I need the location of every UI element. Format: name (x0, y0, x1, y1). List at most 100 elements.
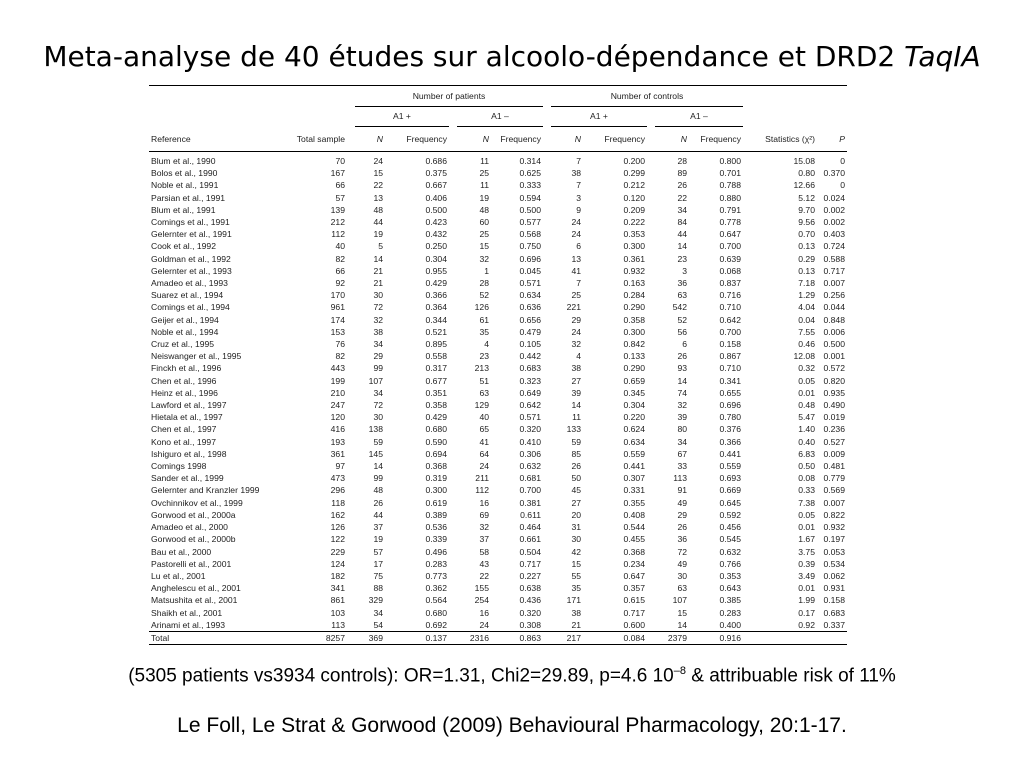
cell-patients-a1-plus-frequency: 0.364 (425, 302, 447, 313)
cell-controls-a1-minus-frequency: 0.642 (719, 314, 741, 325)
cell-controls-a1-minus-frequency: 0.696 (719, 400, 741, 411)
cell-statistics: 1.99 (798, 595, 815, 606)
cell-patients-a1-plus-frequency: 0.496 (425, 546, 447, 557)
cell-statistics: 5.47 (798, 412, 815, 423)
cell-patients-a1-minus-n: 11 (480, 180, 489, 191)
cell-patients-a1-plus-frequency: 0.300 (425, 485, 447, 496)
cell-patients-a1-minus-n: 69 (479, 509, 489, 520)
cell-total-sample: 118 (331, 497, 345, 508)
cell-total-sample: 961 (330, 302, 345, 313)
cell-controls-a1-minus-frequency: 0.880 (719, 192, 741, 203)
cell-controls-a1-plus-frequency: 0.307 (623, 473, 645, 484)
cell-controls-a1-minus-n: 15 (677, 607, 687, 618)
cell-controls-a1-minus-frequency: 0.867 (719, 351, 741, 362)
cell-controls-a1-plus-n: 25 (571, 290, 581, 301)
cell-statistics: 0.01 (798, 522, 815, 533)
cell-patients-a1-plus-n: 15 (373, 168, 383, 179)
table-row: Kono et al., 1997 193 59 0.590 41 0.410 59 0.63… (149, 436, 847, 448)
cell-patients-a1-plus-n: 107 (368, 375, 383, 386)
cell-controls-a1-plus-frequency: 0.441 (623, 461, 645, 472)
cell-patients-a1-minus-frequency: 0.227 (519, 570, 541, 581)
cell-controls-a1-minus-frequency: 0.366 (719, 436, 741, 447)
cell-patients-a1-minus-frequency: 0.656 (519, 314, 541, 325)
cell-p-value: 0.848 (823, 314, 845, 325)
cell-controls-a1-plus-frequency: 0.600 (623, 619, 645, 630)
cell-controls-a1-minus-frequency: 0.645 (719, 497, 741, 508)
cell-patients-a1-minus-frequency: 0.717 (519, 558, 541, 569)
cell-patients-a1-minus-frequency: 0.625 (519, 168, 541, 179)
table-row: Shaikh et al., 2001 103 34 0.680 16 0.320 38 0.… (149, 607, 847, 619)
cell-controls-a1-minus-n: 80 (677, 424, 687, 435)
col-reference: Reference (149, 126, 277, 152)
cell-patients-a1-minus-n: 1 (484, 265, 489, 276)
cell-patients-a1-minus-frequency: 0.314 (519, 156, 541, 166)
cell-p-value: 0.527 (823, 436, 845, 447)
cell-statistics: 0.33 (798, 485, 815, 496)
cell-p-value: 0.481 (823, 461, 845, 472)
cell-controls-a1-minus-frequency: 0.643 (719, 583, 741, 594)
cell-patients-a1-minus-frequency: 0.636 (519, 302, 541, 313)
cell-statistics: 0.17 (798, 607, 815, 618)
cell-controls-a1-plus-n: 26 (571, 461, 581, 472)
cell-controls-a1-plus-n: 27 (571, 497, 581, 508)
cell-controls-a1-plus-n: 133 (566, 424, 581, 435)
cell-statistics: 9.56 (798, 217, 815, 228)
cell-patients-a1-minus-n: 2316 (457, 630, 491, 646)
col-controls-a1-plus-n: N (551, 126, 583, 152)
cell-p-value: 0.370 (823, 168, 845, 179)
cell-patients-a1-plus-frequency: 0.429 (425, 412, 447, 423)
cell-patients-a1-plus-frequency: 0.304 (425, 253, 447, 264)
table-row: Chen et al., 1997 416 138 0.680 65 0.320 133 0.… (149, 423, 847, 435)
cell-patients-a1-plus-n: 44 (373, 509, 383, 520)
cell-controls-a1-minus-n: 74 (677, 387, 687, 398)
cell-statistics: 0.04 (798, 314, 815, 325)
cell-total-sample: 153 (330, 326, 345, 337)
cell-p-value: 0.019 (823, 412, 845, 423)
table-row: Cook et al., 1992 40 5 0.250 15 0.750 6 0.300 14… (149, 240, 847, 252)
table-row: Chen et al., 1996 199 107 0.677 51 0.323 27 0.6… (149, 375, 847, 387)
cell-controls-a1-minus-frequency: 0.700 (719, 241, 741, 252)
cell-reference: Amadeo et al., 1993 (151, 278, 228, 289)
cell-p-value: 0.002 (823, 217, 845, 228)
cell-reference: Heinz et al., 1996 (151, 387, 218, 398)
cell-controls-a1-plus-frequency: 0.659 (623, 375, 645, 386)
cell-reference: Shaikh et al., 2001 (151, 607, 223, 618)
cell-total-sample: 229 (330, 546, 345, 557)
table-row: Cruz et al., 1995 76 34 0.895 4 0.105 32 0.842 6… (149, 338, 847, 350)
cell-patients-a1-minus-n: 51 (479, 375, 489, 386)
cell-controls-a1-minus-frequency: 0.647 (719, 229, 741, 240)
cell-controls-a1-plus-frequency: 0.361 (623, 253, 645, 264)
cell-controls-a1-plus-n: 7 (576, 156, 581, 166)
cell-patients-a1-minus-frequency: 0.306 (519, 448, 541, 459)
cell-controls-a1-plus-frequency: 0.345 (623, 387, 645, 398)
cell-controls-a1-minus-frequency: 0.780 (719, 412, 741, 423)
cell-controls-a1-minus-frequency: 0.766 (719, 558, 741, 569)
cell-patients-a1-minus-frequency: 0.632 (519, 461, 541, 472)
cell-controls-a1-minus-n: 26 (677, 522, 687, 533)
cell-controls-a1-minus-frequency: 0.710 (719, 302, 741, 313)
cell-controls-a1-minus-frequency: 0.385 (719, 595, 741, 606)
cell-reference: Gelernter et al., 1991 (151, 229, 232, 240)
cell-controls-a1-minus-frequency: 0.559 (719, 461, 741, 472)
cell-patients-a1-plus-n: 72 (373, 400, 383, 411)
cell-patients-a1-minus-n: 15 (479, 241, 489, 252)
cell-total-sample: 82 (335, 351, 345, 362)
cell-p-value: 0.935 (823, 387, 845, 398)
cell-statistics: 0.39 (798, 558, 815, 569)
cell-patients-a1-minus-n: 28 (479, 278, 489, 289)
cell-controls-a1-plus-n: 41 (571, 265, 581, 276)
cell-patients-a1-plus-n: 24 (373, 156, 383, 166)
cell-reference: Comings 1998 (151, 461, 207, 472)
cell-total-sample: 170 (330, 290, 345, 301)
table-row: Noble et al., 1991 66 22 0.667 11 0.333 7 0.212… (149, 179, 847, 191)
cell-patients-a1-plus-n: 57 (373, 546, 383, 557)
title-main: Meta-analyse de 40 études sur alcoolo-dé… (43, 40, 905, 73)
cell-total-sample: 97 (335, 461, 345, 472)
cell-controls-a1-plus-n: 38 (571, 168, 581, 179)
cell-patients-a1-minus-frequency: 0.750 (519, 241, 541, 252)
cell-patients-a1-minus-n: 213 (474, 363, 489, 374)
cell-patients-a1-plus-n: 37 (373, 522, 383, 533)
cell-statistics: 0.13 (798, 241, 815, 252)
cell-controls-a1-plus-frequency: 0.932 (623, 265, 645, 276)
cell-controls-a1-minus-n: 93 (677, 363, 687, 374)
